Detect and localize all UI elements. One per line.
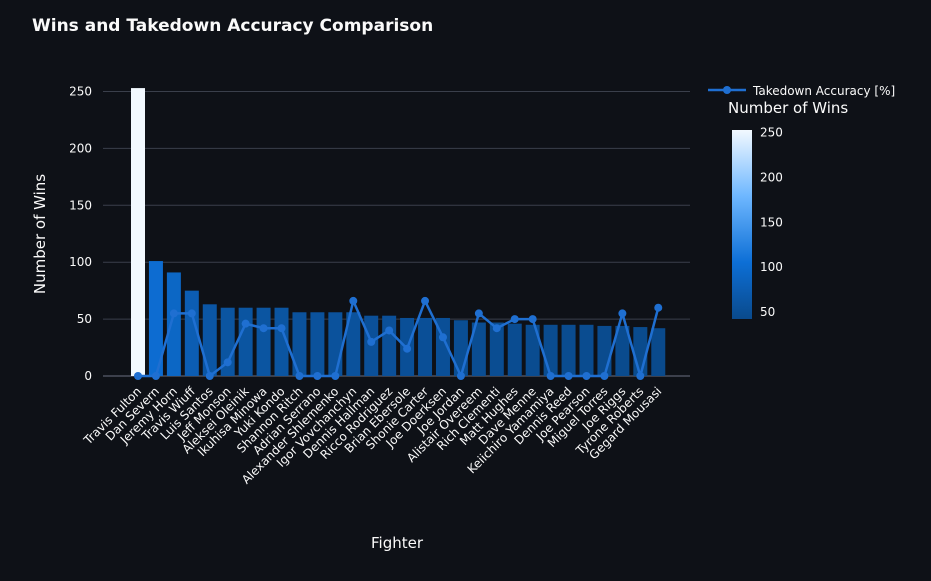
line-point[interactable] (438, 333, 447, 342)
colorbar-tick-label: 150 (760, 215, 783, 229)
colorbar-tick-label: 250 (760, 126, 783, 140)
colorbar-ticks: 50 100 150 200 250 (760, 126, 783, 319)
line-point[interactable] (654, 303, 663, 312)
y-tick-label: 150 (69, 198, 92, 212)
line-point[interactable] (169, 309, 178, 318)
y-tick-label: 250 (69, 85, 92, 99)
bar[interactable] (633, 327, 648, 376)
line-point[interactable] (582, 372, 591, 380)
bar[interactable] (274, 307, 289, 376)
bar[interactable] (579, 324, 594, 376)
bar[interactable] (651, 328, 666, 376)
chart-title: Wins and Takedown Accuracy Comparison (32, 16, 434, 36)
bar[interactable] (148, 261, 163, 376)
bar[interactable] (131, 88, 145, 376)
line-point[interactable] (331, 372, 340, 380)
bar[interactable] (166, 272, 181, 376)
bar[interactable] (256, 307, 271, 376)
bar[interactable] (382, 315, 397, 376)
bar[interactable] (238, 307, 253, 376)
colorbar-tick-label: 200 (760, 170, 783, 184)
bar[interactable] (328, 312, 343, 376)
line-point[interactable] (134, 372, 142, 380)
colorbar-tick-label: 100 (760, 260, 783, 274)
line-point[interactable] (546, 372, 555, 380)
y-tick-label: 100 (69, 255, 92, 269)
bar[interactable] (507, 323, 522, 376)
line-point[interactable] (492, 324, 501, 333)
line-point[interactable] (636, 372, 645, 380)
bar[interactable] (202, 304, 217, 376)
bar[interactable] (615, 325, 630, 376)
bar[interactable] (471, 322, 486, 376)
colorbar-tick-label: 50 (760, 305, 775, 319)
line-point[interactable] (151, 372, 160, 380)
line-point[interactable] (277, 324, 286, 333)
bars (131, 88, 666, 376)
bar[interactable] (489, 322, 504, 376)
line-point[interactable] (618, 309, 627, 318)
line-point[interactable] (403, 344, 412, 353)
line-point[interactable] (564, 372, 573, 380)
line-point[interactable] (385, 326, 394, 335)
y-axis-title: Number of Wins (31, 174, 49, 294)
legend-label: Takedown Accuracy [%] (752, 84, 895, 98)
bar[interactable] (220, 307, 235, 376)
bar[interactable] (418, 317, 433, 376)
bar[interactable] (525, 324, 540, 376)
y-tick-label: 50 (77, 312, 92, 326)
line-point[interactable] (528, 315, 537, 324)
bar[interactable] (597, 325, 612, 376)
takedown-line (134, 296, 663, 380)
bar[interactable] (346, 312, 361, 376)
y-tick-label: 0 (84, 369, 92, 383)
line-point[interactable] (259, 324, 268, 333)
line-point[interactable] (349, 296, 358, 305)
line-point[interactable] (313, 372, 322, 380)
line-point[interactable] (474, 309, 483, 318)
bar[interactable] (292, 312, 307, 376)
line-point[interactable] (600, 372, 609, 380)
line-point[interactable] (205, 372, 214, 380)
line-point[interactable] (367, 337, 376, 346)
legend[interactable]: Takedown Accuracy [%] (708, 84, 895, 98)
bar[interactable] (543, 324, 558, 376)
line-point[interactable] (456, 372, 465, 380)
line-point[interactable] (241, 319, 250, 328)
x-axis-title: Fighter (371, 534, 424, 552)
legend-marker (723, 86, 731, 94)
line-point[interactable] (223, 358, 232, 367)
bar[interactable] (561, 324, 576, 376)
y-tick-labels: 0 50 100 150 200 250 (69, 85, 92, 384)
y-tick-label: 200 (69, 141, 92, 155)
colorbar: Number of Wins 50 100 150 200 250 (728, 99, 848, 319)
line-point[interactable] (421, 296, 430, 305)
bar[interactable] (310, 312, 325, 376)
line-point[interactable] (510, 315, 519, 324)
colorbar-title: Number of Wins (728, 99, 848, 117)
line-point[interactable] (187, 309, 196, 318)
colorbar-gradient (732, 130, 752, 319)
line-point[interactable] (295, 372, 304, 380)
